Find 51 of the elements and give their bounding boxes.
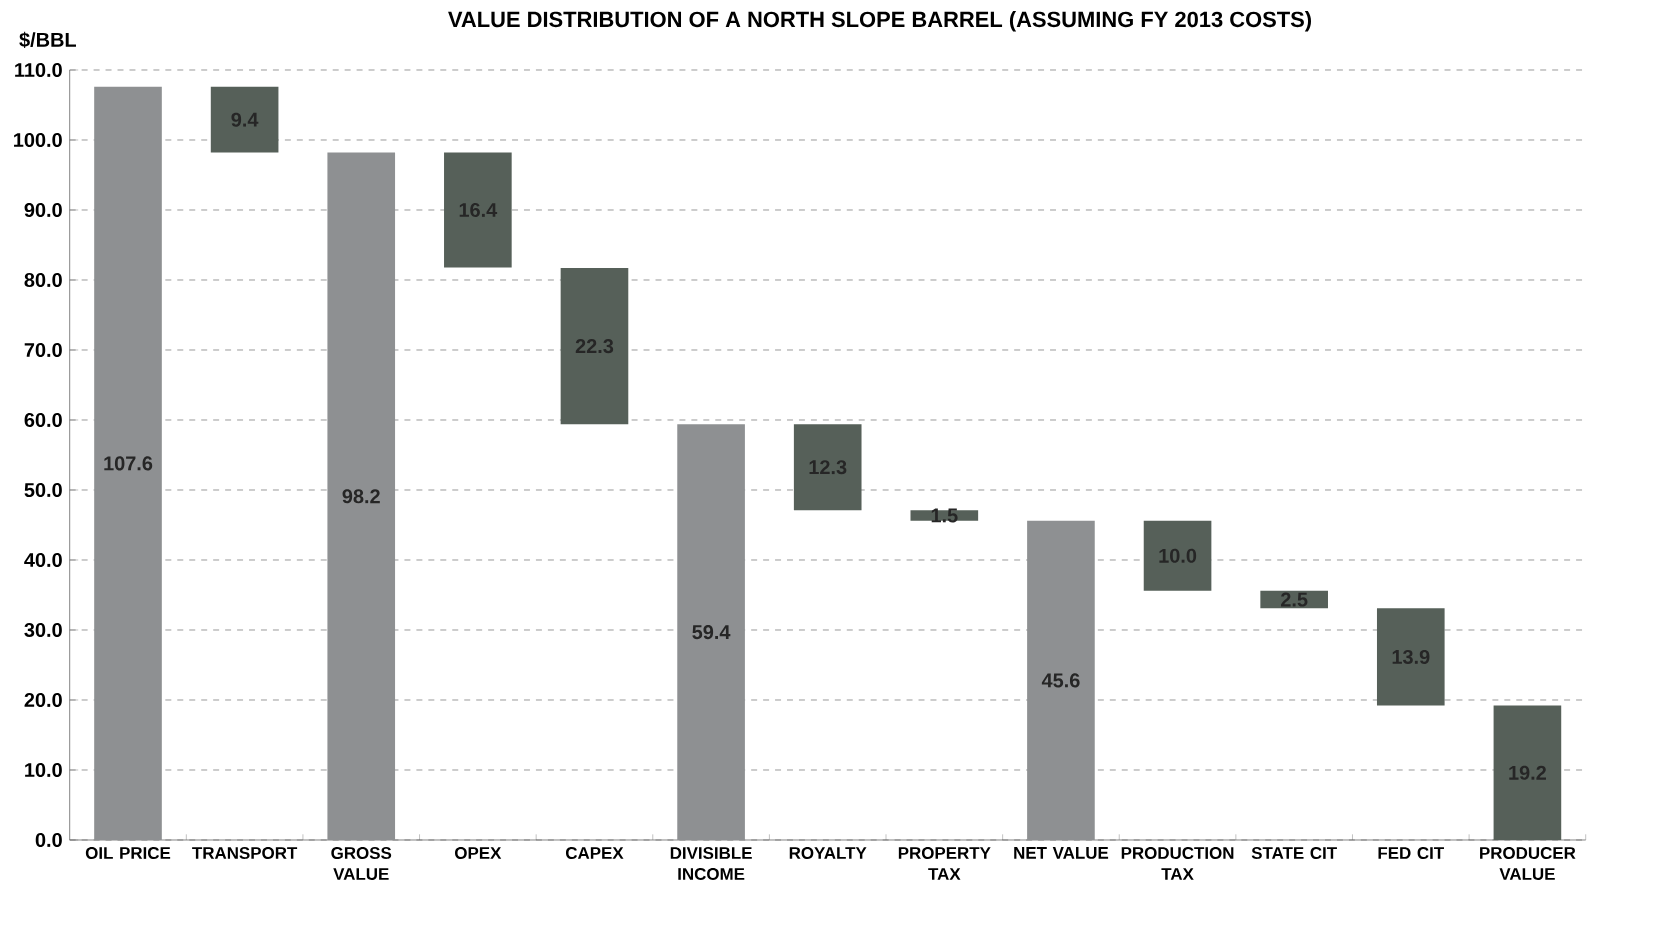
data-label: 2.5 xyxy=(1281,592,1308,607)
y-tick-label: 0.0 xyxy=(35,832,62,848)
data-label: 59.4 xyxy=(692,625,731,640)
bar xyxy=(327,152,396,840)
x-tick-label: TRANSPORT xyxy=(192,847,298,860)
data-label: 1.5 xyxy=(931,508,958,523)
y-tick-label: 110.0 xyxy=(15,62,62,78)
bar xyxy=(1376,608,1445,706)
y-tick-label: 30.0 xyxy=(24,622,62,638)
x-tick-label: ROYALTY xyxy=(789,847,867,860)
y-tick-label: 10.0 xyxy=(25,762,62,778)
bar xyxy=(677,424,745,840)
y-axis-title: $/BBL xyxy=(19,31,76,49)
x-tick-label: FED CIT xyxy=(1378,847,1444,860)
bar xyxy=(1143,520,1212,591)
bar xyxy=(94,86,162,840)
data-label: 16.4 xyxy=(459,202,498,218)
x-tick-label: PRODUCTION TAX xyxy=(1121,847,1234,880)
bar xyxy=(1027,520,1095,840)
data-label: 13.9 xyxy=(1392,649,1430,665)
bar xyxy=(444,152,512,268)
bar xyxy=(210,86,279,153)
x-tick-label: GROSS VALUE xyxy=(331,847,392,880)
x-tick-label: CAPEX xyxy=(565,847,624,860)
y-tick-label: 70.0 xyxy=(24,342,62,358)
x-tick-label: STATE CIT xyxy=(1251,847,1337,860)
x-tick-label: OIL PRICE xyxy=(85,847,171,860)
x-tick-label: DIVISIBLE INCOME xyxy=(670,847,752,880)
x-tick-label: OPEX xyxy=(455,847,502,860)
data-label: 10.0 xyxy=(1159,548,1197,563)
data-label: 107.6 xyxy=(104,456,153,471)
data-label: 12.3 xyxy=(809,460,847,475)
x-tick-label: PRODUCER VALUE xyxy=(1480,847,1576,880)
data-label: 45.6 xyxy=(1041,673,1080,688)
data-label: 22.3 xyxy=(575,339,614,354)
data-label: 19.2 xyxy=(1509,765,1546,780)
y-tick-label: 50.0 xyxy=(24,482,62,498)
y-tick-label: 60.0 xyxy=(24,412,62,428)
y-tick-label: 80.0 xyxy=(24,272,62,288)
bar xyxy=(1493,705,1562,840)
y-tick-label: 20.0 xyxy=(24,692,62,708)
bar xyxy=(793,424,862,511)
bar xyxy=(560,268,629,425)
y-tick-label: 90.0 xyxy=(24,202,62,218)
data-label: 98.2 xyxy=(342,489,380,504)
x-tick-label: NET VALUE xyxy=(1014,847,1109,859)
data-label: 9.4 xyxy=(231,112,259,127)
chart-title: VALUE DISTRIBUTION OF A NORTH SLOPE BARREL (ASSUMING FY 2013 COSTS) xyxy=(448,11,1312,32)
y-tick-label: 100.0 xyxy=(14,132,62,148)
x-tick-label: PROPERTY TAX xyxy=(898,847,991,880)
y-tick-label: 40.0 xyxy=(24,552,62,568)
